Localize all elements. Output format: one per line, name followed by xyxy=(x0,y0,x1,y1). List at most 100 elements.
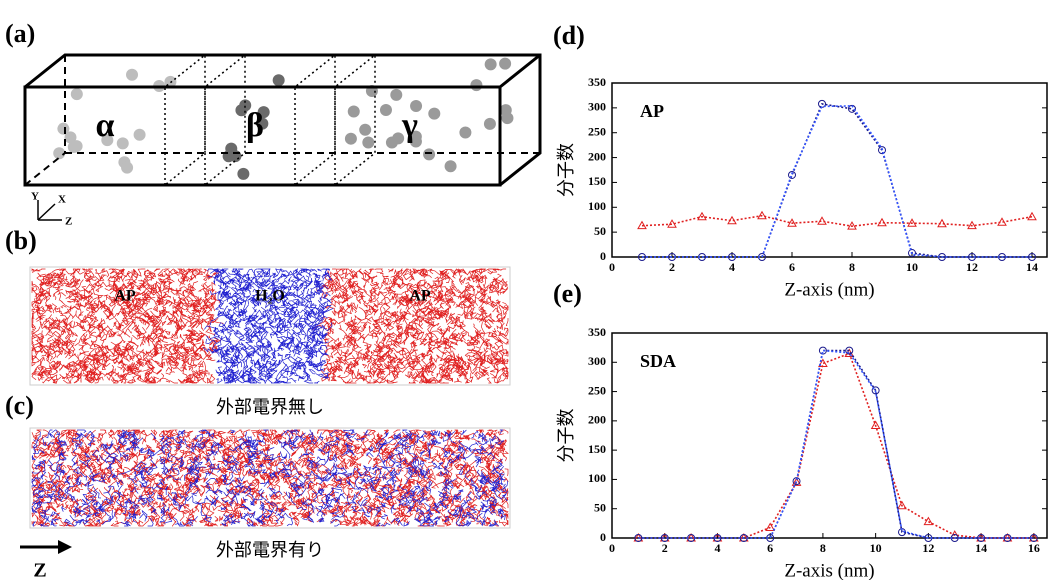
caption: 外部電界無し xyxy=(216,397,324,418)
direction-label: Z xyxy=(33,560,46,580)
y-tick-label: 350 xyxy=(588,75,606,89)
molecule-dot xyxy=(499,57,512,70)
data-point xyxy=(923,516,934,526)
panel-label: (d) xyxy=(553,21,585,50)
molecule-dot xyxy=(272,74,285,87)
box-diagram xyxy=(23,53,542,187)
x-tick-label: 2 xyxy=(662,541,668,555)
y-tick-label: 300 xyxy=(588,100,606,114)
molecule-dot xyxy=(392,132,405,145)
annotation: SDA xyxy=(640,351,676,371)
y-axis-label: 分子数 xyxy=(556,409,577,463)
x-axis-label: Z-axis (nm) xyxy=(784,560,874,580)
molecule-dot xyxy=(409,130,422,143)
molecule-dot xyxy=(53,147,66,160)
data-point xyxy=(968,253,976,261)
data-point xyxy=(967,220,977,230)
series-line xyxy=(641,214,1033,228)
x-tick-label: 2 xyxy=(669,260,675,274)
molecule-texture xyxy=(202,267,334,384)
arrow-head xyxy=(58,540,72,554)
x-tick-label: 8 xyxy=(849,260,855,274)
region-label: AP xyxy=(409,288,431,305)
x-tick-label: 10 xyxy=(870,541,882,555)
molecule-dot xyxy=(362,136,375,149)
data-point xyxy=(788,170,796,179)
hidden-edge xyxy=(24,152,66,186)
molecule-dot xyxy=(423,148,436,161)
x-tick-label: 4 xyxy=(714,541,720,555)
molecule-dot xyxy=(484,58,497,71)
data-point xyxy=(907,218,917,227)
y-tick-label: 50 xyxy=(594,224,606,238)
y-tick-label: 0 xyxy=(600,249,606,263)
region-label: H₂O xyxy=(255,288,285,305)
data-point xyxy=(765,522,776,531)
molecule-dot xyxy=(239,99,252,112)
data-point xyxy=(1027,211,1037,221)
molecule-dot xyxy=(390,88,403,101)
axis-label: X xyxy=(58,194,66,206)
box-edge xyxy=(499,53,541,89)
data-point xyxy=(727,215,737,225)
molecule-dot xyxy=(428,107,441,120)
series-line xyxy=(638,352,1034,539)
molecule-dot xyxy=(57,122,70,135)
plot-area xyxy=(611,332,1048,539)
data-point xyxy=(870,420,881,430)
data-point xyxy=(845,346,854,355)
y-tick-label: 50 xyxy=(594,500,606,514)
data-point xyxy=(637,220,647,230)
data-point xyxy=(877,217,887,227)
molecule-dot xyxy=(444,160,457,173)
annotation: AP xyxy=(640,101,664,121)
data-point xyxy=(847,221,857,230)
molecule-dot xyxy=(70,140,83,153)
data-point xyxy=(1028,253,1036,261)
phase-label: α xyxy=(96,107,115,144)
molecule-dot xyxy=(121,161,134,174)
y-tick-label: 0 xyxy=(600,530,606,544)
caption: 外部電界有り xyxy=(216,540,324,561)
molecule-dot xyxy=(64,131,77,144)
panel-label: (c) xyxy=(5,391,34,420)
y-axis-label: 分子数 xyxy=(556,143,577,197)
axis-label: Y xyxy=(31,191,39,203)
panel-label: (e) xyxy=(553,279,582,308)
molecule-dot xyxy=(470,79,483,92)
plot-area xyxy=(611,82,1048,258)
molecule-dot xyxy=(257,106,270,119)
x-tick-label: 12 xyxy=(966,260,978,274)
molecule-dot xyxy=(229,150,242,163)
molecule-texture xyxy=(31,267,510,384)
molecule-dot xyxy=(347,105,360,118)
y-tick-label: 200 xyxy=(588,149,606,163)
phase-label: β xyxy=(246,107,264,144)
x-tick-label: 10 xyxy=(906,260,918,274)
data-point xyxy=(897,500,907,510)
x-tick-label: 12 xyxy=(922,541,934,555)
x-tick-label: 8 xyxy=(820,541,826,555)
panel-label: (b) xyxy=(5,226,37,255)
series-line xyxy=(638,349,1034,539)
series-line xyxy=(638,349,1034,539)
x-tick-label: 0 xyxy=(609,541,615,555)
y-tick-label: 350 xyxy=(588,325,606,339)
data-point xyxy=(817,216,827,225)
series-line xyxy=(642,105,1032,258)
molecule-dot xyxy=(101,134,114,147)
phase-label: γ xyxy=(401,107,418,144)
molecule-dot xyxy=(70,88,83,101)
molecule-dot xyxy=(237,167,250,180)
region-label: AP xyxy=(114,288,136,305)
molecule-dot xyxy=(379,104,392,117)
panel-label: (a) xyxy=(5,19,35,48)
y-tick-label: 250 xyxy=(588,383,606,397)
x-tick-label: 6 xyxy=(789,260,795,274)
molecule-dot xyxy=(126,68,139,81)
data-point xyxy=(697,211,707,221)
data-point xyxy=(878,146,886,155)
molecule-dot xyxy=(133,128,146,141)
data-point xyxy=(757,210,767,220)
